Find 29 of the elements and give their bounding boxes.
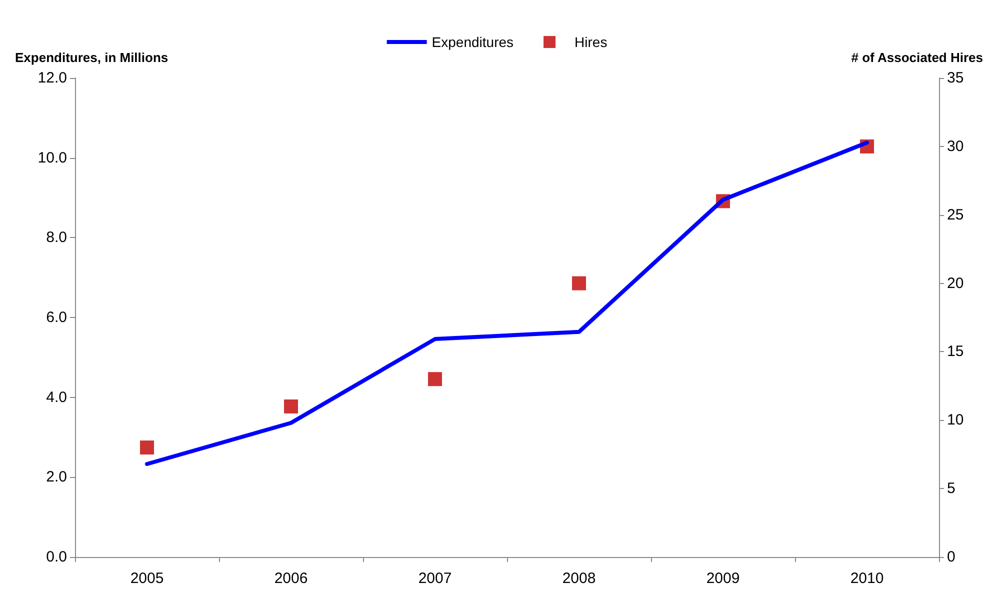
y2-tick-label: 30 [947, 138, 964, 155]
legend-label: Hires [574, 34, 608, 50]
x-tick-label: 2006 [274, 570, 308, 587]
y-axis-title: Expenditures, in Millions [15, 50, 168, 65]
x-tick-label: 2007 [418, 570, 452, 587]
y2-tick-label: 10 [947, 412, 964, 429]
legend-label: Expenditures [432, 34, 514, 50]
y2-tick-label: 0 [947, 548, 956, 566]
point [284, 399, 298, 414]
y2-tick-label: 35 [947, 70, 964, 86]
y2-tick-label: 15 [947, 343, 964, 360]
y-tick-label: 4.0 [46, 388, 67, 406]
point [428, 372, 442, 386]
y-tick-label: 10.0 [38, 149, 67, 166]
point [140, 440, 154, 455]
y-tick-label: 0.0 [46, 548, 67, 566]
y2-axis-title: # of Associated Hires [851, 50, 983, 65]
x-tick-label: 2010 [850, 570, 884, 587]
point [572, 276, 586, 290]
y-tick-label: 12.0 [38, 70, 67, 86]
y-tick-label: 2.0 [46, 468, 67, 486]
x-tick-label: 2005 [130, 570, 164, 587]
y2-tick-label: 20 [947, 274, 964, 292]
y-tick-label: 8.0 [46, 229, 67, 246]
y2-tick-label: 5 [947, 480, 956, 498]
x-tick-label: 2009 [706, 570, 740, 587]
y2-tick-label: 25 [947, 206, 964, 224]
x-tick-label: 2008 [562, 570, 596, 587]
y-tick-label: 6.0 [46, 309, 67, 326]
